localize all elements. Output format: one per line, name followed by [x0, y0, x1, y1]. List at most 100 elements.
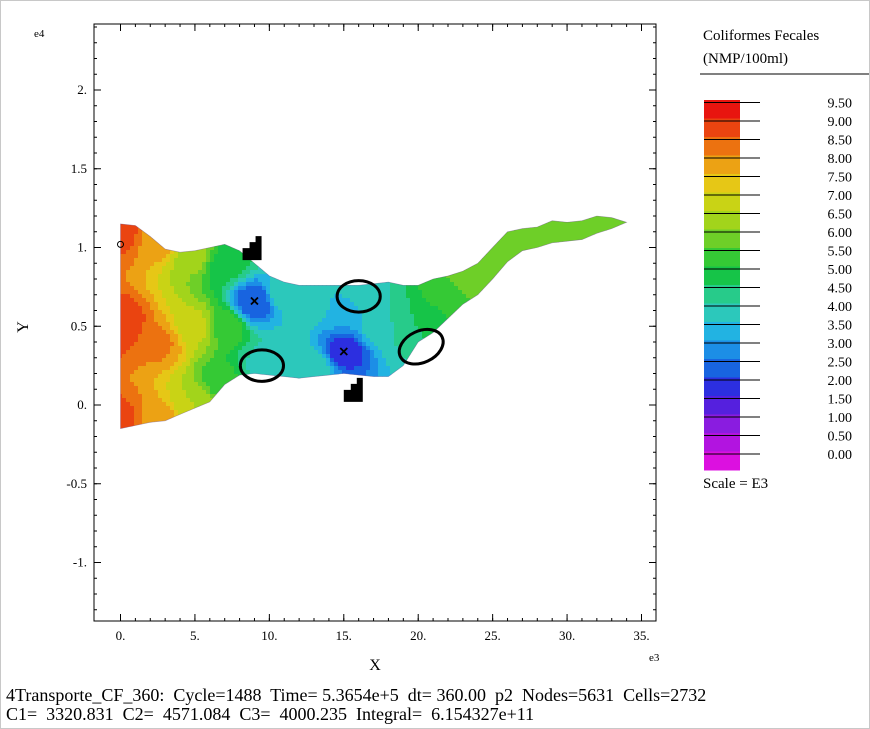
contour-cell	[350, 334, 355, 339]
contour-cell	[214, 310, 219, 315]
contour-cell	[174, 378, 179, 383]
contour-cell	[198, 282, 203, 287]
contour-cell	[206, 254, 211, 259]
contour-cell	[174, 306, 179, 311]
contour-cell	[122, 422, 127, 427]
contour-cell	[182, 406, 187, 411]
contour-cell	[142, 386, 147, 391]
contour-cell	[122, 414, 127, 419]
contour-cell	[262, 298, 267, 303]
contour-cell	[214, 262, 219, 267]
contour-cell	[466, 298, 471, 303]
contour-cell	[326, 370, 331, 375]
contour-cell	[322, 306, 327, 311]
contour-cell	[178, 406, 183, 411]
contour-cell	[166, 258, 171, 263]
contour-cell	[214, 306, 219, 311]
contour-cell	[154, 310, 159, 315]
contour-cell	[250, 290, 255, 295]
contour-cell	[198, 358, 203, 363]
contour-cell	[194, 374, 199, 379]
contour-cell	[198, 382, 203, 387]
contour-cell	[266, 318, 271, 323]
contour-cell	[346, 338, 351, 343]
contour-cell	[254, 310, 259, 315]
contour-cell	[298, 338, 303, 343]
contour-cell	[278, 362, 283, 367]
contour-cell	[282, 282, 287, 287]
contour-cell	[454, 290, 459, 295]
contour-cell	[194, 294, 199, 299]
contour-cell	[258, 270, 263, 275]
contour-cell	[134, 402, 139, 407]
contour-cell	[306, 346, 311, 351]
contour-cell	[146, 238, 151, 243]
contour-cell	[218, 310, 223, 315]
contour-cell	[120, 254, 123, 259]
contour-cell	[166, 306, 171, 311]
contour-cell	[274, 338, 279, 343]
contour-cell	[234, 330, 239, 335]
contour-cell	[254, 318, 259, 323]
contour-cell	[330, 338, 335, 343]
contour-cell	[270, 326, 275, 331]
contour-cell	[120, 262, 123, 267]
contour-cell	[270, 290, 275, 295]
contour-cell	[350, 354, 355, 359]
contour-cell	[310, 310, 315, 315]
contour-cell	[230, 258, 235, 263]
contour-cell	[194, 378, 199, 383]
contour-cell	[310, 322, 315, 327]
contour-cell	[350, 346, 355, 351]
contour-cell	[362, 290, 367, 295]
contour-cell	[162, 250, 167, 255]
contour-cell	[194, 362, 199, 367]
contour-cell	[322, 358, 327, 363]
contour-cell	[362, 318, 367, 323]
contour-cell	[234, 254, 239, 259]
contour-cell	[382, 294, 387, 299]
contour-cell	[206, 250, 211, 255]
contour-cell	[314, 334, 319, 339]
contour-cell	[182, 386, 187, 391]
contour-cell	[222, 350, 227, 355]
contour-cell	[322, 342, 327, 347]
contour-cell	[230, 338, 235, 343]
contour-cell	[122, 418, 127, 423]
contour-cell	[174, 294, 179, 299]
contour-cell	[430, 290, 435, 295]
contour-cell	[138, 230, 143, 235]
contour-cell	[418, 326, 423, 331]
contour-cell	[202, 354, 207, 359]
contour-cell	[142, 242, 147, 247]
contour-cell	[120, 286, 123, 291]
contour-cell	[210, 358, 215, 363]
contour-cell	[154, 330, 159, 335]
contour-cell	[362, 338, 367, 343]
contour-cell	[318, 362, 323, 367]
contour-cell	[134, 410, 139, 415]
contour-cell	[174, 282, 179, 287]
contour-cell	[174, 262, 179, 267]
contour-cell	[130, 270, 135, 275]
contour-cell	[218, 362, 223, 367]
contour-cell	[174, 334, 179, 339]
contour-cell	[346, 350, 351, 355]
contour-cell	[330, 366, 335, 371]
contour-cell	[258, 358, 263, 363]
contour-cell	[350, 366, 355, 371]
contour-cell	[398, 338, 403, 343]
contour-cell	[154, 338, 159, 343]
contour-cell	[346, 318, 351, 323]
contour-cell	[170, 338, 175, 343]
contour-cell	[286, 334, 291, 339]
contour-cell	[358, 290, 363, 295]
contour-cell	[254, 314, 259, 319]
contour-cell	[186, 302, 191, 307]
contour-cell	[310, 286, 315, 291]
contour-cell	[134, 290, 139, 295]
contour-cell	[374, 306, 379, 311]
contour-cell	[178, 386, 183, 391]
contour-cell	[142, 318, 147, 323]
contour-cell	[250, 334, 255, 339]
